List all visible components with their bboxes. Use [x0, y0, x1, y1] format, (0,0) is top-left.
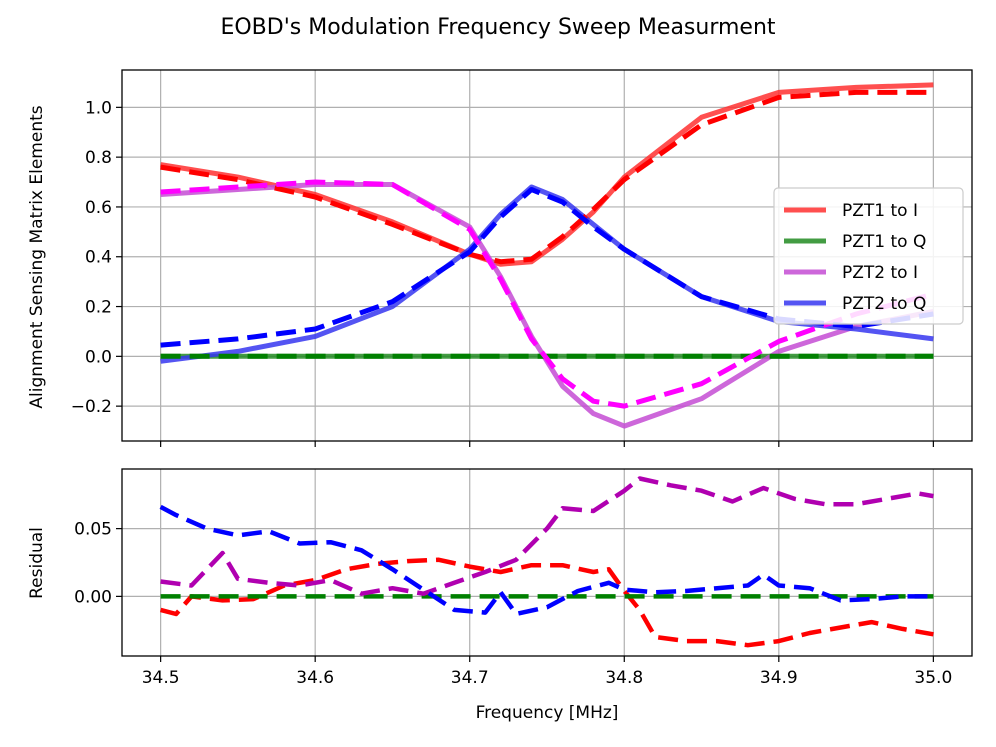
- bottom-ytick-label-1: 0.05: [74, 520, 112, 540]
- bottom-xtick-label-5: 35.0: [914, 668, 952, 688]
- top-axes-frame: [121, 69, 973, 442]
- top-ytick-label-1: 0.0: [85, 347, 112, 367]
- top-line-pzt2-to-q-fit: [160, 187, 934, 348]
- bottom-ytick-label-0: 0.00: [74, 587, 112, 607]
- legend: PZT1 to I PZT1 to Q PZT2 to I PZT2 to Q: [773, 187, 964, 325]
- bottom-series-group: [159, 476, 934, 648]
- top-ytick-label-5: 0.8: [85, 148, 112, 168]
- legend-label-pzt1-to-i: PZT1 to I: [842, 201, 918, 221]
- x-axis-label: Frequency [MHz]: [476, 703, 619, 723]
- top-ytick-label-3: 0.4: [85, 248, 112, 268]
- top-series-group: [160, 82, 935, 429]
- legend-box: [773, 187, 964, 325]
- bottom-line-pzt2-to-i-residual: [160, 476, 934, 596]
- top-ytick-label-2: 0.2: [85, 298, 112, 318]
- top-line-pzt1-to-i: [160, 82, 934, 267]
- top-ytick-label-4: 0.6: [85, 198, 112, 218]
- legend-label-pzt1-to-q: PZT1 to Q: [842, 232, 926, 252]
- legend-label-pzt2-to-q: PZT2 to Q: [842, 294, 926, 314]
- chart-title: EOBD's Modulation Frequency Sweep Measur…: [220, 15, 775, 40]
- bottom-xtick-label-4: 34.9: [760, 668, 798, 688]
- bottom-xtick-label-1: 34.6: [296, 668, 334, 688]
- bottom-axes-frame: [121, 468, 973, 657]
- bottom-plot-area: 0.00 0.05 34.5 34.6 34.7 34.8 34.9 35.0: [74, 468, 973, 688]
- top-line-pzt2-to-i-fit: [160, 179, 935, 409]
- bottom-xtick-label-2: 34.7: [451, 668, 489, 688]
- top-ytick-label-6: 1.0: [85, 98, 112, 118]
- bottom-xtick-label-0: 34.5: [142, 668, 180, 688]
- y-axis-label-top: Alignment Sensing Matrix Elements: [27, 105, 47, 408]
- top-line-pzt1-to-i-fit: [160, 89, 934, 265]
- bottom-xtick-label-3: 34.8: [605, 668, 643, 688]
- bottom-line-pzt1-to-i-residual: [160, 557, 934, 648]
- y-axis-label-bottom: Residual: [27, 527, 47, 599]
- top-ytick-label-0: −0.2: [71, 397, 112, 417]
- legend-label-pzt2-to-i: PZT2 to I: [842, 263, 918, 283]
- bottom-line-pzt2-to-q-residual: [159, 504, 934, 617]
- top-plot-area: −0.2 0.0 0.2 0.4 0.6 0.8 1.0: [71, 69, 973, 447]
